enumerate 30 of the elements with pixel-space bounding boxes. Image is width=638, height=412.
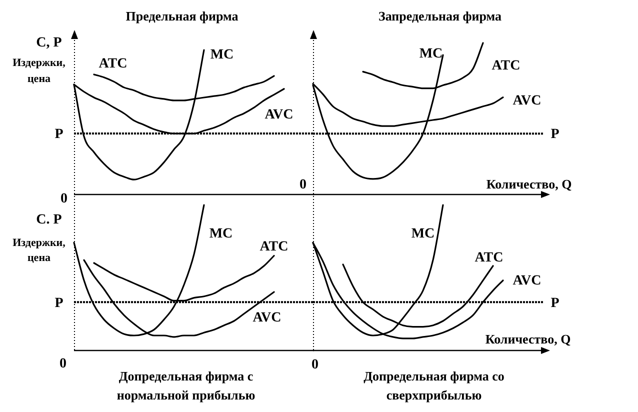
- series-label: ATC: [98, 56, 128, 72]
- annotation: 0: [300, 178, 306, 193]
- series-label: ATC: [474, 250, 504, 266]
- series-label: MC: [210, 48, 234, 63]
- ref-line-label: P: [550, 296, 560, 311]
- chart-title: Запредельная фирма: [378, 8, 502, 24]
- series-label: ATC: [492, 58, 520, 74]
- series-label: AVC: [512, 274, 542, 289]
- ref-line-label: P: [54, 296, 64, 311]
- chart-title: Предельная фирма: [126, 8, 239, 24]
- ref-line-label: P: [550, 127, 560, 142]
- text: Допредельная фирма с нормальной прибылью: [116, 368, 256, 402]
- text: 0: [312, 358, 318, 373]
- series-label: MC: [209, 226, 233, 242]
- text: 0: [60, 192, 68, 207]
- ref-line-label: P: [54, 127, 64, 142]
- y-axis-title: C. P: [36, 212, 62, 228]
- text: 0: [60, 356, 66, 372]
- series-label: MC: [419, 46, 443, 62]
- series-label: AVC: [512, 94, 542, 109]
- text: Допредельная фирма со сверхприбылью: [364, 368, 504, 402]
- text: Издержки, цена: [12, 236, 66, 264]
- x-axis-title: Количество, Q: [485, 331, 571, 346]
- series-label: ATC: [260, 240, 288, 255]
- y-axis-title: C, P: [36, 36, 62, 51]
- x-axis-title: Количество, Q: [486, 176, 572, 192]
- text: Издержки, цена: [12, 56, 66, 85]
- series-label: AVC: [252, 310, 282, 326]
- series-label: MC: [411, 226, 435, 242]
- series-label: AVC: [264, 108, 294, 123]
